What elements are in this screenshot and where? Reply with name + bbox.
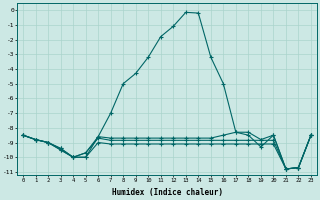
X-axis label: Humidex (Indice chaleur): Humidex (Indice chaleur): [111, 188, 222, 197]
